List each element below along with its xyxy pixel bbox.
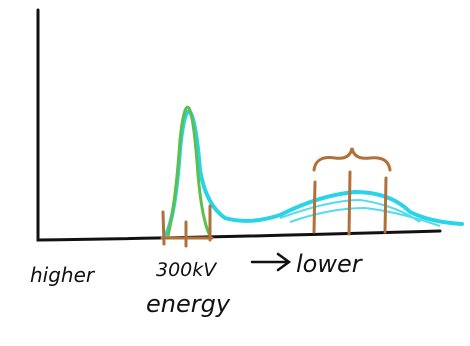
label-lower: lower [296, 250, 364, 278]
arrow [252, 254, 289, 270]
photopeak [168, 107, 210, 236]
label-higher: higher [30, 263, 96, 287]
sketch: higher 300kV lower energy [0, 0, 470, 346]
label-peak: 300kV [156, 259, 218, 281]
label-energy: energy [146, 290, 231, 318]
axes [38, 10, 440, 240]
